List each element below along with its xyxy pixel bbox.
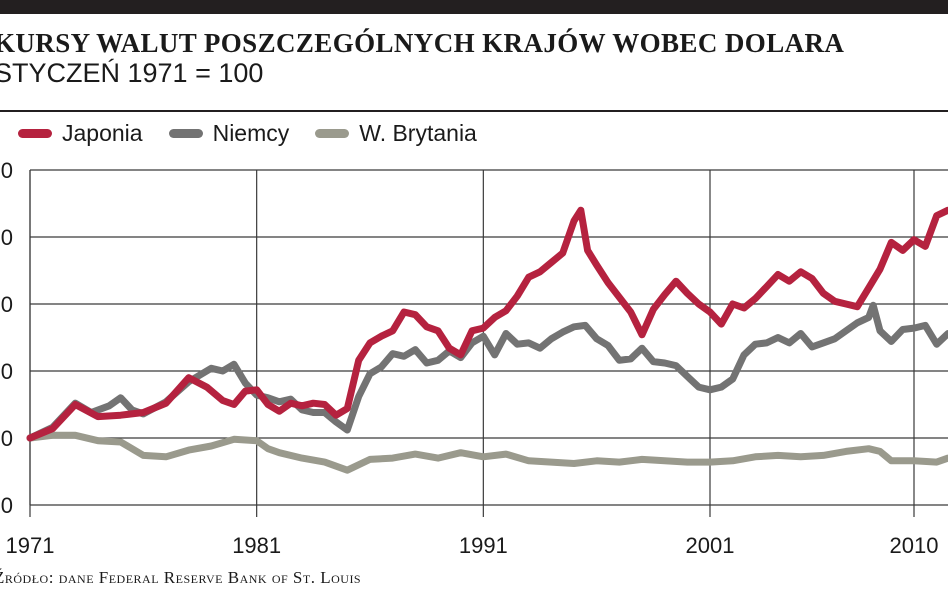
chart-title: KURSY WALUT POSZCZEGÓLNYCH KRAJÓW WOBEC … (0, 28, 845, 58)
legend-label-wielka-brytania: W. Brytania (359, 120, 477, 146)
x-tick-label-1991: 1991 (459, 533, 508, 558)
y-tick-label-250: 250 (0, 225, 13, 250)
x-tick-label-1981: 1981 (232, 533, 281, 558)
top-bar (0, 0, 948, 14)
legend: Japonia Niemcy W. Brytania (18, 120, 477, 147)
series-line-japonia (26, 206, 948, 442)
y-tick-label-300: 300 (0, 158, 13, 183)
legend-item-japonia: Japonia (18, 120, 143, 147)
legend-swatch-japonia (18, 129, 52, 138)
x-tick-label-2010: 2010 (890, 533, 939, 558)
x-tick-label-1971: 1971 (6, 533, 55, 558)
legend-label-japonia: Japonia (62, 120, 143, 146)
chart-subtitle: STYCZEŃ 1971 = 100 (0, 58, 264, 88)
y-tick-label-200: 200 (0, 292, 13, 317)
x-tick-label-2001: 2001 (686, 533, 735, 558)
y-tick-label-50: 50 (0, 493, 13, 518)
series-line-wielka-brytania (26, 431, 948, 474)
legend-swatch-wielka-brytania (315, 129, 350, 138)
legend-label-niemcy: Niemcy (212, 120, 290, 146)
legend-swatch-niemcy (168, 129, 203, 138)
legend-item-wielka-brytania: W. Brytania (315, 120, 477, 147)
y-tick-label-100: 100 (0, 426, 13, 451)
header-divider (0, 110, 948, 112)
source-note: Źródło: dane Federal Reserve Bank of St.… (0, 568, 362, 587)
legend-item-niemcy: Niemcy (168, 120, 290, 147)
y-tick-label-150: 150 (0, 359, 13, 384)
series-line-niemcy (26, 301, 948, 442)
